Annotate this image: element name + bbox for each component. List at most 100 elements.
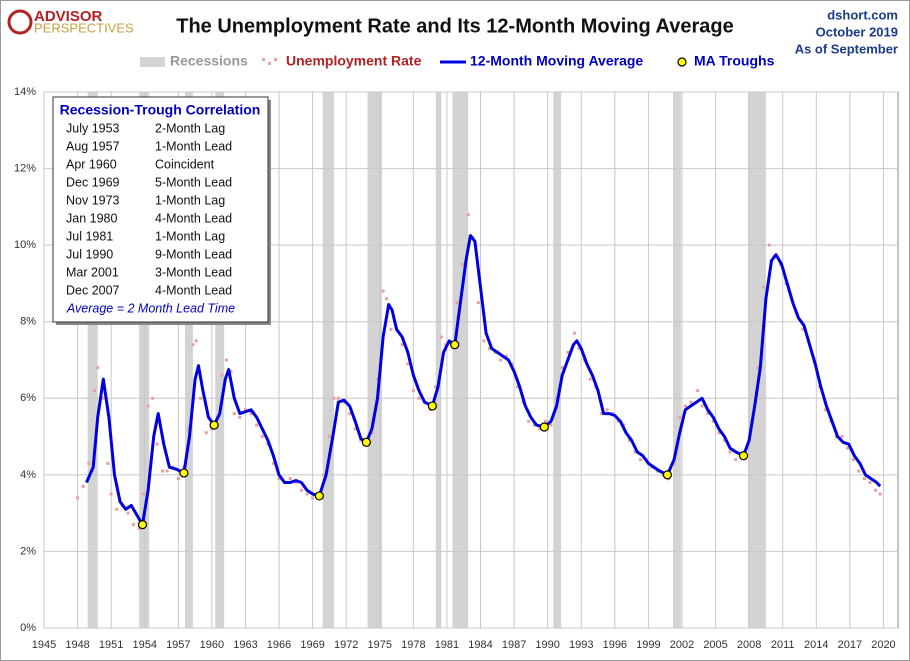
rate-dot	[700, 404, 704, 408]
rate-dot	[353, 427, 357, 431]
rate-dot	[204, 431, 208, 435]
x-tick-label: 1957	[166, 639, 190, 651]
y-tick-label: 0%	[20, 622, 36, 634]
annotation-lag: 3-Month Lead	[155, 265, 232, 279]
rate-dot	[532, 423, 536, 427]
recession-band	[87, 92, 98, 628]
rate-dot	[499, 358, 503, 362]
rate-dot	[249, 412, 253, 416]
annotation-date: Dec 2007	[66, 283, 120, 297]
trough-marker	[539, 422, 549, 432]
rate-dot	[101, 396, 105, 400]
x-tick-label: 2011	[771, 639, 795, 651]
rate-dot	[689, 400, 693, 404]
x-tick-label: 1954	[132, 639, 156, 651]
rate-dot	[566, 350, 570, 354]
rate-dot	[515, 385, 519, 389]
trough-marker	[179, 468, 189, 478]
rate-dot	[767, 243, 771, 247]
legend-label: Recessions	[170, 53, 248, 69]
rate-dot	[132, 523, 136, 527]
rate-dot	[549, 423, 553, 427]
recession-band	[748, 92, 766, 628]
trough-marker	[427, 401, 437, 411]
rate-dot	[336, 396, 340, 400]
annotation-date: Apr 1960	[66, 157, 117, 171]
source: dshort.com	[827, 7, 898, 22]
rate-dot	[224, 358, 228, 362]
x-tick-label: 2002	[670, 639, 694, 651]
rate-dot	[165, 469, 169, 473]
recession-band	[139, 92, 150, 628]
recession-band	[367, 92, 383, 628]
annotation-lag: 9-Month Lead	[155, 247, 232, 261]
rate-dot	[683, 404, 687, 408]
rate-dot	[87, 461, 91, 465]
rate-dot	[734, 458, 738, 462]
x-tick-label: 1948	[65, 639, 89, 651]
rate-dot	[81, 484, 85, 488]
legend-swatch	[677, 57, 687, 67]
rate-dot	[538, 427, 542, 431]
rate-dot	[527, 419, 531, 423]
rate-dot	[199, 396, 203, 400]
rate-dot	[678, 415, 682, 419]
rate-dot	[384, 297, 388, 301]
rate-dot	[146, 404, 150, 408]
recession-band	[673, 92, 681, 628]
rate-dot	[455, 301, 459, 305]
annotation-date: Dec 1969	[66, 175, 120, 189]
chart-title: The Unemployment Rate and Its 12-Month M…	[176, 15, 733, 37]
x-tick-label: 1975	[368, 639, 392, 651]
annotation-box	[52, 96, 269, 323]
x-tick-label: 2014	[804, 639, 828, 651]
y-tick-label: 8%	[20, 316, 36, 328]
annotation-lag: 1-Month Lag	[155, 229, 225, 243]
y-tick-label: 4%	[20, 469, 36, 481]
rate-dot	[322, 473, 326, 477]
rate-dot	[588, 377, 592, 381]
trough-marker	[738, 451, 749, 461]
trough-marker	[450, 340, 460, 350]
rate-dot	[255, 423, 259, 427]
rate-dot	[176, 477, 180, 481]
date: October 2019	[816, 24, 898, 39]
x-tick-label: 1966	[267, 639, 291, 651]
rate-dot	[840, 435, 844, 439]
trough-marker	[662, 470, 673, 480]
rate-dot	[109, 492, 113, 496]
rate-dot	[376, 377, 380, 381]
rate-dot	[220, 373, 224, 377]
annotation-lag: 4-Month Lead	[155, 211, 232, 225]
annotation-lag: 1-Month Lead	[155, 139, 232, 153]
x-tick-label: 1993	[569, 639, 593, 651]
x-tick-label: 2008	[737, 639, 761, 651]
annotation-date: Jul 1990	[66, 247, 113, 261]
legend-label: MA Troughs	[694, 53, 775, 69]
logo-bottom: PERSPECTIVES	[34, 20, 134, 35]
rate-dot	[857, 469, 861, 473]
trough-marker	[209, 420, 219, 430]
rate-dot	[96, 366, 100, 370]
rate-dot	[115, 507, 119, 511]
legend-swatch	[262, 58, 265, 61]
x-tick-label: 1981	[435, 639, 459, 651]
rate-dot	[400, 343, 404, 347]
rate-dot	[599, 412, 603, 416]
annotation-date: July 1953	[66, 121, 120, 135]
rate-dot	[639, 458, 643, 462]
x-tick-label: 2020	[871, 639, 895, 651]
annotation-lag: 2-Month Lag	[155, 121, 225, 135]
annotation-title: Recession-Trough Correlation	[60, 102, 261, 118]
annotation-lag: 5-Month Lead	[155, 175, 232, 189]
rate-dot	[92, 389, 96, 393]
rate-dot	[504, 354, 508, 358]
rate-dot	[186, 427, 190, 431]
rate-dot	[823, 408, 827, 412]
rate-dot	[560, 366, 564, 370]
rate-dot	[277, 477, 281, 481]
rate-dot	[434, 385, 438, 389]
rate-dot	[411, 389, 415, 393]
rate-dot	[260, 435, 264, 439]
rate-dot	[466, 213, 470, 217]
